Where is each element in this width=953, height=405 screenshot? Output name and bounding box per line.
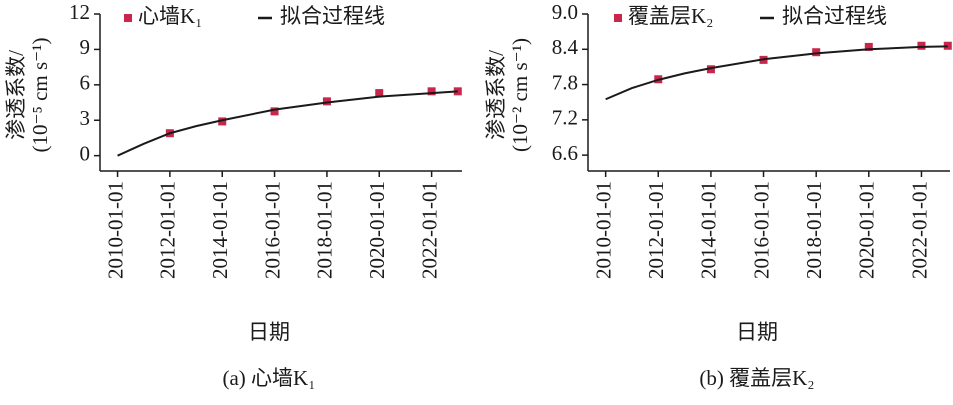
legend-label: 拟合过程线 [280,4,385,28]
x-tick-label: 2018-01-01 [802,181,826,279]
legend-label: 拟合过程线 [782,4,887,28]
data-point [270,107,279,116]
x-tick-label: 2018-01-01 [313,181,337,279]
x-tick-label: 2020-01-01 [855,181,879,279]
y-tick-label: 6 [80,71,91,95]
x-axis-title: 日期 [248,320,290,344]
x-tick-label: 2022-01-01 [417,181,441,279]
legend-swatch [124,14,132,22]
x-tick-label: 2012-01-01 [156,181,180,279]
y-tick-label: 7.2 [552,106,578,130]
legend-label: 心墙K₁ [138,4,203,28]
y-tick-label: 9.0 [552,0,578,24]
y-axis-title: (10⁻⁵ cm s⁻¹) [28,37,52,152]
x-tick-label: 2016-01-01 [749,181,773,279]
data-point [322,97,331,106]
caption: (a) 心墙K₁ [222,366,315,390]
y-tick-label: 3 [80,106,91,130]
data-point [427,87,436,96]
y-tick-label: 7.8 [552,70,578,94]
y-tick-label: 6.6 [552,141,578,165]
y-tick-label: 9 [80,35,91,59]
data-point [864,42,873,51]
data-point [943,41,952,50]
y-axis-title: 渗透系数/ [484,50,508,140]
legend-swatch [614,14,622,22]
x-tick-label: 2016-01-01 [260,181,284,279]
data-point [375,89,384,98]
x-tick-label: 2014-01-01 [208,181,232,279]
data-point [917,41,926,50]
data-point [812,48,821,57]
y-tick-label: 8.4 [552,35,579,59]
x-tick-label: 2012-01-01 [644,181,668,279]
fit-line [605,45,948,101]
y-axis-title: (10⁻² cm s⁻¹) [508,38,532,152]
x-tick-label: 2010-01-01 [591,181,615,279]
data-point [218,117,227,126]
x-tick-label: 2022-01-01 [907,181,931,279]
legend-label: 覆盖层K₂ [628,4,714,28]
data-point [706,65,715,74]
fit-line [117,90,458,157]
x-tick-label: 2010-01-01 [103,181,127,279]
x-tick-label: 2014-01-01 [697,181,721,279]
x-axis-title: 日期 [736,320,778,344]
y-axis-title: 渗透系数/ [4,50,28,140]
caption: (b) 覆盖层K₂ [699,366,814,390]
y-tick-label: 12 [69,0,90,24]
x-tick-label: 2020-01-01 [365,181,389,279]
y-tick-label: 0 [80,141,91,165]
